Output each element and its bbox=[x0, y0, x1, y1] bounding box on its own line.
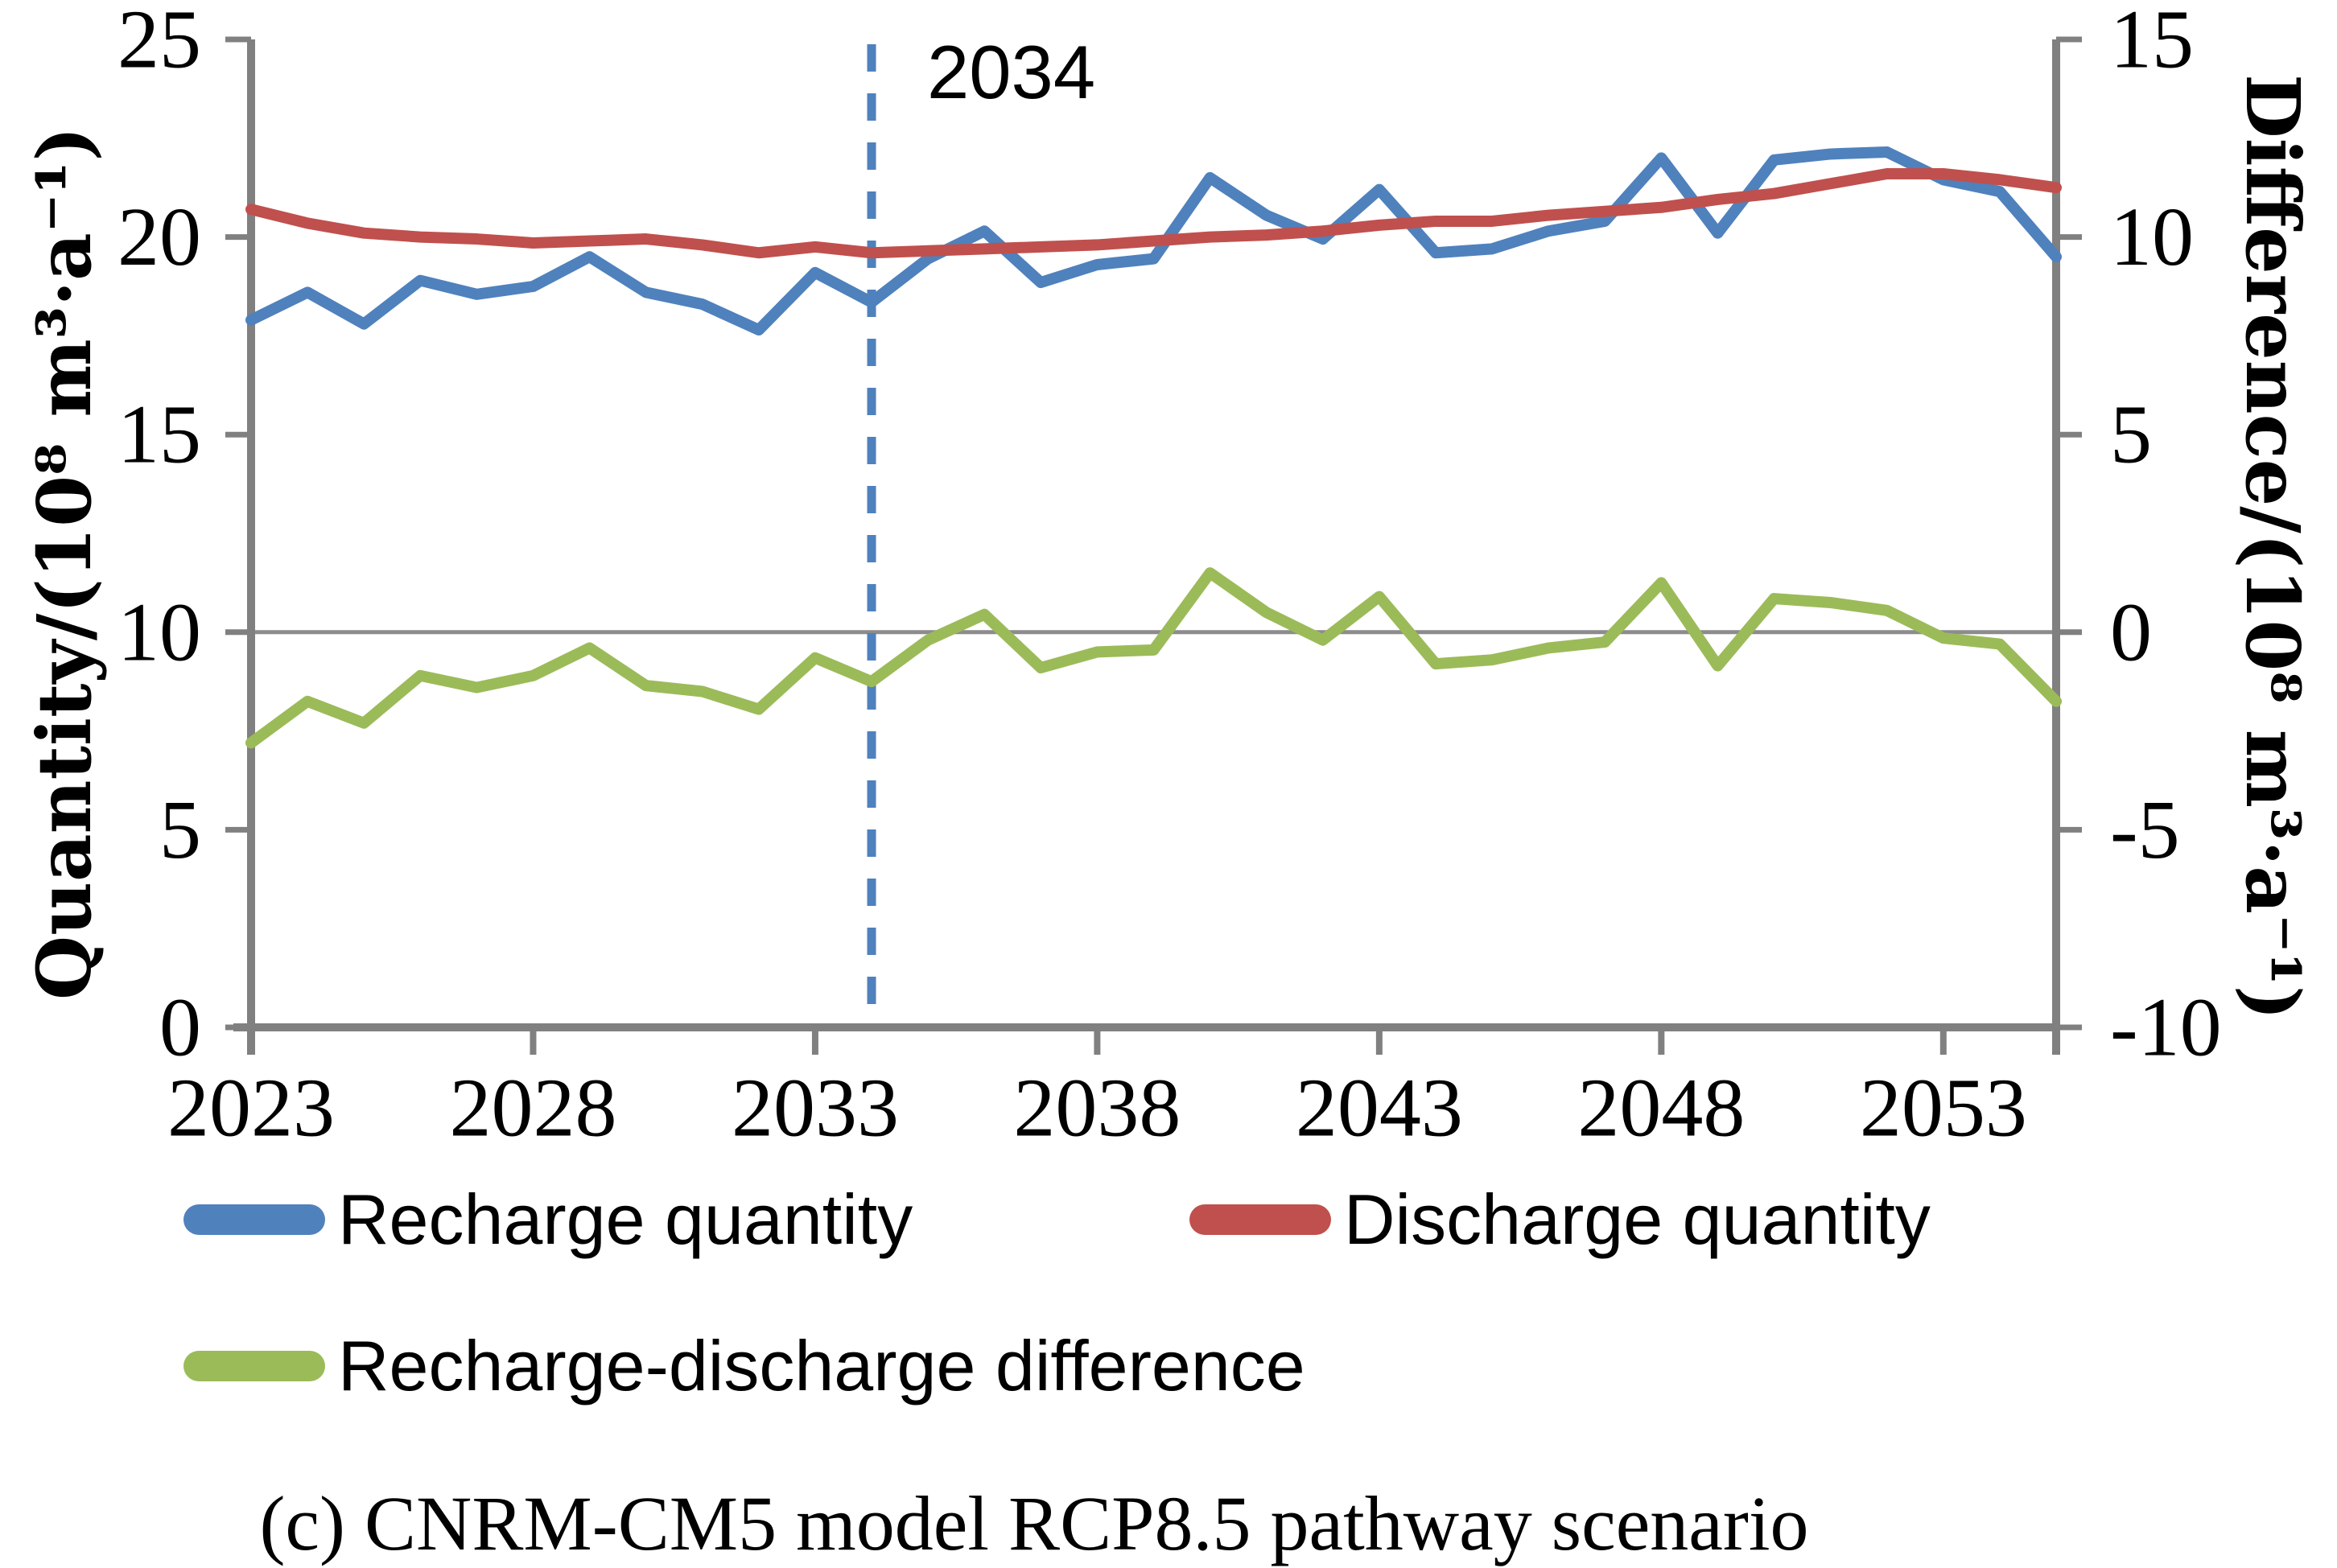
right-tick-label: 5 bbox=[2110, 389, 2152, 481]
legend-swatch-recharge bbox=[183, 1204, 325, 1235]
right-tick-label: 15 bbox=[2110, 0, 2194, 86]
right-axis-title: Difference/(10⁸ m³·a⁻¹) bbox=[2229, 73, 2316, 1021]
x-tick-label: 2028 bbox=[449, 1062, 616, 1154]
x-tick-label: 2038 bbox=[1013, 1062, 1181, 1154]
x-tick-label: 2023 bbox=[167, 1062, 335, 1154]
x-tick-label: 2043 bbox=[1296, 1062, 1463, 1154]
series-line-recharge-quantity bbox=[245, 146, 2062, 336]
left-tick-label: 25 bbox=[117, 0, 201, 86]
left-axis-title: Quantity/(10⁸ m³·a⁻¹) bbox=[21, 126, 108, 1001]
x-tick-label: 2048 bbox=[1577, 1062, 1745, 1154]
legend-item-recharge: Recharge quantity bbox=[183, 1179, 913, 1259]
right-tick-label: -5 bbox=[2110, 784, 2180, 876]
left-tick-label: 10 bbox=[117, 586, 201, 678]
legend-label-difference: Recharge-discharge difference bbox=[338, 1326, 1305, 1405]
legend-swatch-difference bbox=[183, 1351, 325, 1381]
left-tick-label: 0 bbox=[159, 982, 201, 1074]
plot-area: 0 5 10 15 20 25 -10 -5 0 5 10 15 2023 2028 2033 2038 204… bbox=[117, 0, 2222, 1154]
legend-item-difference: Recharge-discharge difference bbox=[183, 1326, 1305, 1405]
left-tick-label: 5 bbox=[159, 784, 201, 876]
left-tick-label: 15 bbox=[117, 389, 201, 481]
right-tick-label: -10 bbox=[2110, 982, 2222, 1074]
chart-caption: (c) CNRM-CM5 model RCP8.5 pathway scenar… bbox=[259, 1480, 1809, 1566]
legend-label-discharge: Discharge quantity bbox=[1344, 1179, 1931, 1259]
x-tick-label: 2033 bbox=[732, 1062, 899, 1154]
legend-label-recharge: Recharge quantity bbox=[338, 1179, 913, 1259]
right-tick-label: 10 bbox=[2110, 191, 2194, 283]
legend-swatch-discharge bbox=[1189, 1204, 1331, 1235]
series-line-recharge-discharge-difference bbox=[245, 567, 2062, 749]
vline-year-annotation: 2034 bbox=[927, 30, 1096, 114]
series-line-discharge-quantity bbox=[245, 168, 2062, 259]
legend-item-discharge: Discharge quantity bbox=[1189, 1179, 1931, 1259]
x-tick-label: 2053 bbox=[1860, 1062, 2027, 1154]
left-tick-label: 20 bbox=[117, 191, 201, 283]
right-tick-label: 0 bbox=[2110, 586, 2152, 678]
